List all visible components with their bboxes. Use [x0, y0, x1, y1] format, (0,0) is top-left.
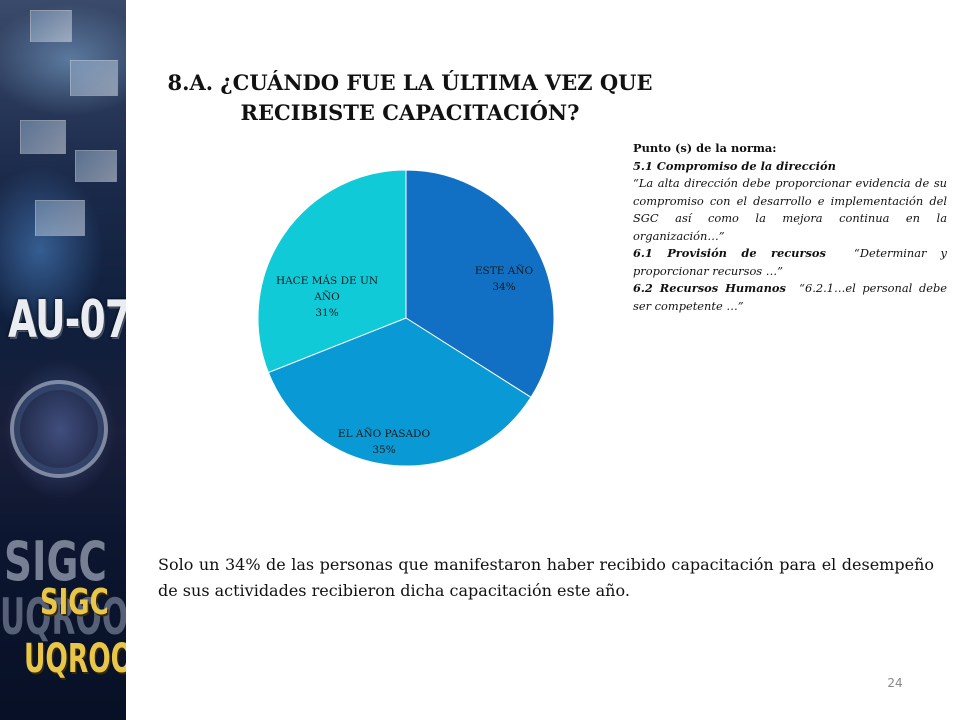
pie-label-hace-mas-line-2: AÑO [313, 289, 340, 303]
banner-sigc-shadow-text: SIGC [4, 530, 107, 593]
norm-section-5-1-title: 5.1 Compromiso de la dirección [633, 158, 836, 173]
banner-uqroo-text: UQROO [24, 636, 126, 682]
norm-heading: Punto (s) de la norma: [633, 141, 777, 155]
norm-section-6-2-title: 6.2 Recursos Humanos [633, 281, 786, 295]
norm-section-6-1-quote: “Determinar y proporcionar recursos …” [633, 246, 947, 278]
banner-photo-tile [20, 120, 66, 154]
page-number: 24 [887, 676, 903, 690]
pie-value-hace-mas: 31% [315, 307, 338, 319]
pie-slice-este-ano [405, 169, 555, 398]
slide-title-line-1: 8.A. ¿CUÁNDO FUE LA ÚLTIMA VEZ QUE [167, 70, 653, 95]
norm-section-6-2-quote: “6.2.1…el personal debe ser competente …… [633, 281, 948, 313]
pie-slice-hace-mas-de-un-ano [257, 169, 407, 374]
norm-section-5-1-quote: “La alta dirección debe proporcionar evi… [633, 176, 947, 243]
pie-label-el-ano-pasado: EL AÑO PASADO [338, 426, 431, 440]
pie-chart: ESTE AÑO 34% EL AÑO PASADO 35% HACE MÁS … [257, 169, 555, 467]
banner-photo-tile [30, 10, 72, 42]
banner-sigc-text: SIGC [40, 582, 109, 623]
pie-value-este-ano: 34% [492, 281, 515, 293]
pie-value-el-ano-pasado: 35% [372, 444, 395, 456]
pie-label-hace-mas-line-1: HACE MÁS DE UN [276, 273, 378, 287]
norm-section-6-1-title: 6.1 Provisión de recursos [633, 246, 826, 260]
banner-uqroo-shadow-text: UQROO [0, 588, 126, 646]
slide-title-line-2: RECIBISTE CAPACITACIÓN? [240, 100, 580, 125]
pie-slice-el-ano-pasado [267, 317, 532, 467]
banner-photo-tile [70, 60, 118, 96]
banner-seal-emblem [10, 380, 108, 478]
summary-paragraph: Solo un 34% de las personas que manifest… [158, 555, 934, 600]
decorative-banner: AU-07 SIGC UQROO SIGC UQROO [0, 0, 126, 720]
norm-reference-panel: Punto (s) de la norma: 5.1 Compromiso de… [633, 140, 947, 315]
pie-label-este-ano: ESTE AÑO [475, 263, 534, 277]
banner-code-text: AU-07 [8, 290, 126, 350]
banner-photo-tile [75, 150, 117, 182]
banner-photo-tile [35, 200, 85, 236]
slide-title: 8.A. ¿CUÁNDO FUE LA ÚLTIMA VEZ QUE RECIB… [140, 68, 680, 128]
